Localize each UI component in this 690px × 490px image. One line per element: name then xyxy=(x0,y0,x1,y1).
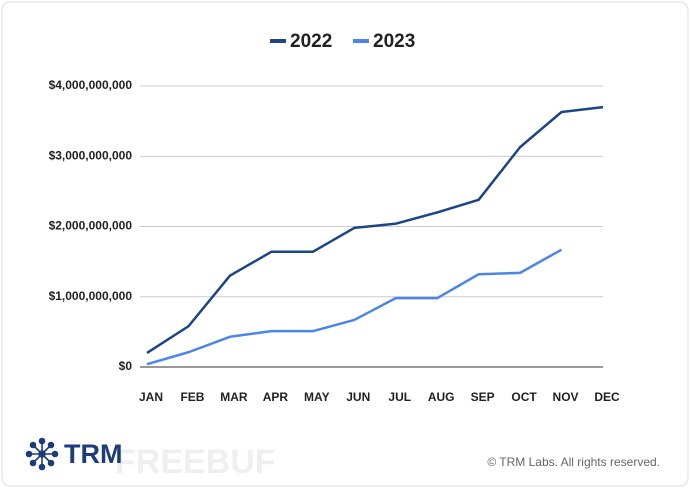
x-tick-label: NOV xyxy=(553,390,579,404)
x-tick-label: JAN xyxy=(139,390,163,404)
watermark: FREEBUF xyxy=(115,443,276,481)
copyright: © TRM Labs. All rights reserved. xyxy=(487,455,660,469)
y-tick-label: $0 xyxy=(119,359,133,373)
x-tick-label: JUL xyxy=(388,390,411,404)
x-tick-label: SEP xyxy=(471,390,495,404)
y-tick-label: $3,000,000,000 xyxy=(49,148,133,162)
x-tick-label: DEC xyxy=(594,390,620,404)
legend-label: 2022 xyxy=(290,31,332,52)
series-line xyxy=(146,105,604,355)
x-tick-label: APR xyxy=(263,390,289,404)
y-tick-label: $2,000,000,000 xyxy=(49,219,133,233)
x-tick-label: AUG xyxy=(428,390,455,404)
brand: TRM xyxy=(64,439,122,469)
series-line xyxy=(146,248,563,366)
x-tick-label: MAR xyxy=(220,390,248,404)
logo xyxy=(25,437,59,471)
x-tick-label: JUN xyxy=(346,390,370,404)
x-tick-label: OCT xyxy=(511,390,537,404)
x-tick-label: MAY xyxy=(304,390,330,404)
legend-label: 2023 xyxy=(373,31,415,52)
y-tick-label: $1,000,000,000 xyxy=(49,289,133,303)
x-tick-label: FEB xyxy=(180,390,204,404)
y-tick-label: $4,000,000,000 xyxy=(49,78,133,92)
